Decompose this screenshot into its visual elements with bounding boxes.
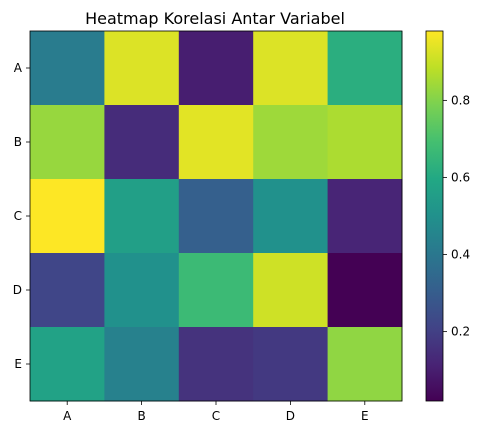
x-tick-label: C [212, 409, 220, 423]
heatmap-cell-B-E [327, 105, 403, 180]
y-tick-label: D [13, 283, 22, 297]
colorbar-tick-label: 0.2 [451, 325, 470, 339]
colorbar [426, 31, 443, 401]
heatmap-cell-B-A [30, 105, 105, 180]
heatmap-cell-D-A [30, 253, 105, 328]
heatmap-cell-C-B [104, 179, 180, 254]
heatmap-cell-D-D [253, 253, 329, 328]
x-tick-label: E [361, 409, 369, 423]
colorbar-tick-label: 0.4 [451, 248, 470, 262]
heatmap-cell-C-D [253, 179, 329, 254]
chart-title: Heatmap Korelasi Antar Variabel [85, 9, 345, 28]
colorbar-tick-label: 0.6 [451, 170, 470, 184]
y-tick-label: C [14, 209, 22, 223]
heatmap-cell-A-E [327, 31, 403, 106]
heatmap-cell-C-C [178, 179, 254, 254]
colorbar-tick-label: 0.8 [451, 93, 470, 107]
heatmap-cell-E-A [30, 327, 105, 402]
heatmap-cell-D-E [327, 253, 403, 328]
heatmap-cell-E-C [178, 327, 254, 402]
x-tick-label: A [63, 409, 72, 423]
heatmap-cell-A-A [30, 31, 105, 106]
y-axis: A B C D E [13, 61, 30, 371]
heatmap-cell-A-C [178, 31, 254, 106]
heatmap-cell-B-B [104, 105, 180, 180]
heatmap-cell-B-C [178, 105, 254, 180]
heatmap-cell-A-D [253, 31, 329, 106]
x-tick-label: D [286, 409, 295, 423]
heatmap-cell-C-E [327, 179, 403, 254]
y-tick-label: A [14, 61, 23, 75]
x-tick-label: B [137, 409, 145, 423]
heatmap-cell-E-E [327, 327, 403, 402]
colorbar-axis: 0.2 0.4 0.6 0.8 [443, 93, 470, 339]
heatmap-cell-E-B [104, 327, 180, 402]
heatmap-cell-D-C [178, 253, 254, 328]
x-axis: A B C D E [63, 401, 369, 423]
y-tick-label: E [14, 357, 22, 371]
heatmap-cell-A-B [104, 31, 180, 106]
heatmap-cell-E-D [253, 327, 329, 402]
colorbar-frame [425, 30, 444, 402]
heatmap-cells [30, 31, 403, 402]
heatmap-cell-C-A [30, 179, 105, 254]
heatmap-cell-D-B [104, 253, 180, 328]
heatmap-cell-B-D [253, 105, 329, 180]
y-tick-label: B [14, 135, 22, 149]
